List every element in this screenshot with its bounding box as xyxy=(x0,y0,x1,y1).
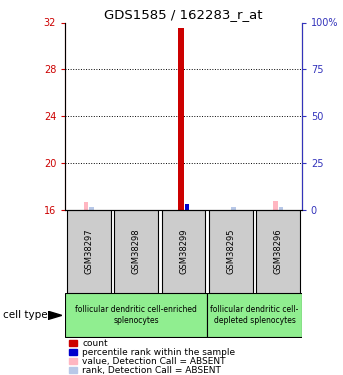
FancyBboxPatch shape xyxy=(162,210,205,292)
FancyBboxPatch shape xyxy=(257,210,300,292)
Text: value, Detection Call = ABSENT: value, Detection Call = ABSENT xyxy=(82,357,226,366)
FancyBboxPatch shape xyxy=(207,293,302,337)
Bar xyxy=(231,207,236,210)
Bar xyxy=(185,204,189,210)
Text: percentile rank within the sample: percentile rank within the sample xyxy=(82,348,235,357)
Text: rank, Detection Call = ABSENT: rank, Detection Call = ABSENT xyxy=(82,366,221,375)
FancyBboxPatch shape xyxy=(65,293,207,337)
Text: GSM38299: GSM38299 xyxy=(179,228,188,274)
Bar xyxy=(84,202,88,210)
Text: GSM38295: GSM38295 xyxy=(226,228,235,274)
Text: follicular dendritic cell-
depleted splenocytes: follicular dendritic cell- depleted sple… xyxy=(210,305,299,325)
Bar xyxy=(279,207,283,210)
Bar xyxy=(89,207,94,210)
Text: cell type: cell type xyxy=(3,310,48,320)
Title: GDS1585 / 162283_r_at: GDS1585 / 162283_r_at xyxy=(104,8,263,21)
Text: follicular dendritic cell-enriched
splenocytes: follicular dendritic cell-enriched splen… xyxy=(75,305,197,325)
FancyBboxPatch shape xyxy=(115,210,158,292)
Bar xyxy=(178,28,184,210)
FancyBboxPatch shape xyxy=(209,210,252,292)
Text: GSM38296: GSM38296 xyxy=(274,228,283,274)
Polygon shape xyxy=(48,311,62,320)
Text: GSM38297: GSM38297 xyxy=(84,228,93,274)
FancyBboxPatch shape xyxy=(67,210,110,292)
Bar xyxy=(273,201,278,210)
Text: GSM38298: GSM38298 xyxy=(132,228,141,274)
Text: count: count xyxy=(82,339,108,348)
